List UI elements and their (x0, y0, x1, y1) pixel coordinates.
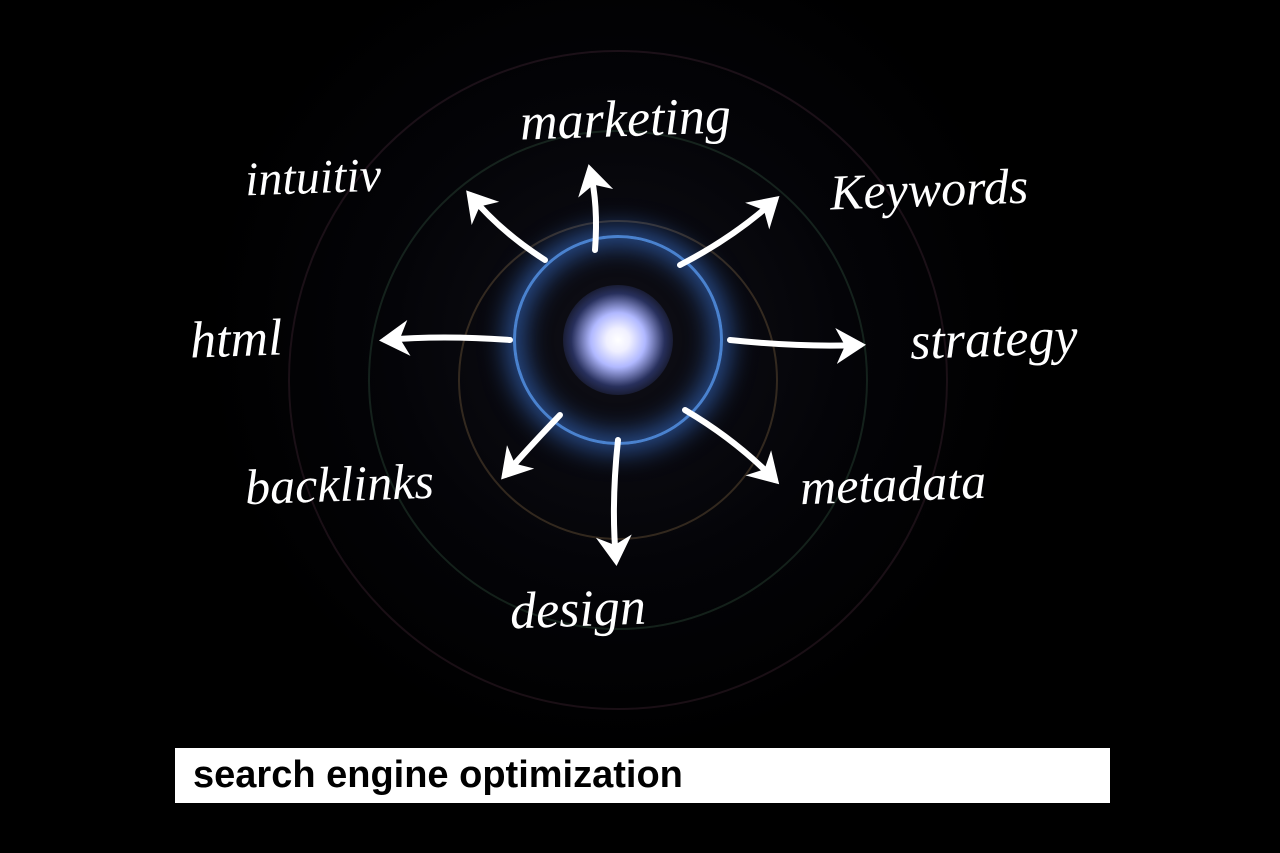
arrow-metadata (685, 410, 775, 480)
arrow-backlinks (505, 415, 560, 475)
spoke-label-design: design (509, 578, 647, 642)
flare-core (563, 285, 673, 395)
spoke-label-metadata: metadata (799, 452, 987, 516)
spoke-label-Keywords: Keywords (829, 157, 1029, 222)
title-bar: search engine optimization (175, 748, 1110, 803)
arrow-strategy (730, 340, 860, 346)
spoke-label-marketing: marketing (519, 86, 732, 152)
spoke-label-intuitiv: intuitiv (244, 148, 382, 208)
spoke-label-html: html (189, 308, 283, 370)
title-text: search engine optimization (193, 754, 683, 797)
arrow-intuitiv (470, 195, 545, 260)
spoke-label-strategy: strategy (909, 307, 1078, 372)
arrow-Keywords (680, 200, 775, 265)
arrow-html (385, 338, 510, 341)
arrow-design (614, 440, 618, 560)
spoke-label-backlinks: backlinks (244, 452, 435, 517)
rainbow-ring-2 (368, 130, 868, 630)
blue-ring (513, 235, 723, 445)
rainbow-ring-1 (458, 220, 778, 540)
arrow-marketing (590, 170, 596, 250)
